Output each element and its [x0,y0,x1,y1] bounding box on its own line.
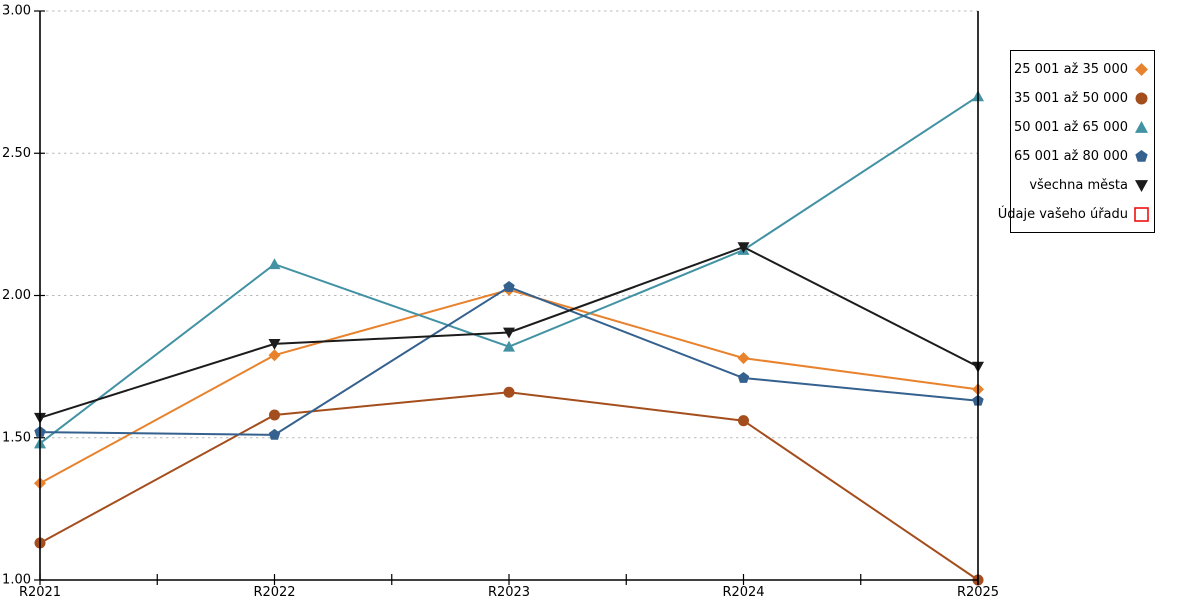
legend-item: 35 001 až 50 000 [1013,84,1149,113]
data-point-marker [737,415,750,427]
data-point-marker [268,428,281,440]
data-point-marker [503,327,515,339]
triangle-up-icon [1135,120,1148,133]
legend-item: Údaje vašeho úřadu [998,200,1149,229]
data-point-marker [503,386,515,398]
legend-item: 65 001 až 80 000 [1013,142,1149,171]
y-tick-label: 1.50 [2,430,31,445]
chart-legend: 25 001 až 35 000 35 001 až 50 000 50 001 a… [998,50,1155,233]
data-point-marker [503,340,515,352]
series-line [39,285,979,436]
legend-label: 65 001 až 80 000 [1013,148,1128,164]
square-open-icon [1134,206,1149,222]
y-tick-label: 2.00 [2,288,31,303]
legend-label: 25 001 až 35 000 [1013,61,1128,77]
triangle-down-icon-shape [1135,179,1148,192]
legend-label: všechna města [1029,177,1128,193]
legend-label: 50 001 až 65 000 [1013,119,1128,135]
circle-icon [1135,92,1148,104]
series-3 [34,280,984,440]
triangle-down-icon [1135,179,1148,192]
y-axis: 1.00 1.50 2.00 2.50 3.00 [2,4,45,588]
data-point-marker [268,338,281,350]
y-tick-label: 1.00 [2,573,31,588]
data-point-marker [268,349,281,362]
gridlines [40,10,978,439]
circle-icon-shape [1135,92,1148,104]
data-point-marker [737,352,750,365]
series-line [39,391,979,581]
y-tick-label: 2.50 [2,146,31,161]
legend-item: 25 001 až 35 000 [1013,55,1149,84]
legend-label: 35 001 až 50 000 [1013,90,1128,106]
triangle-up-icon-shape [1135,120,1148,133]
data-point-marker [737,372,750,383]
data-point-marker [737,242,750,254]
x-tick-label: R2023 [488,585,530,600]
x-tick-label: R2024 [722,585,764,600]
axes [39,11,979,585]
x-tick-label: R2022 [253,585,295,600]
y-tick-label: 3.00 [2,4,31,19]
data-point-marker [503,280,515,292]
square-open-icon-shape [1134,206,1149,222]
legend-label: Údaje vašeho úřadu [997,206,1128,222]
legend-item: 50 001 až 65 000 [1013,113,1149,142]
pentagon-icon [1135,149,1148,162]
x-tick-label: R2021 [19,585,61,600]
diamond-icon [1135,62,1148,76]
data-point-marker [268,258,281,270]
x-tick-label: R2025 [957,585,999,600]
x-axis: R2021 R2022 R2023 R2024 R2025 [19,574,999,600]
diamond-icon-shape [1135,62,1148,76]
series-1 [34,386,984,586]
pentagon-icon-shape [1135,149,1148,162]
data-point-marker [268,409,281,421]
legend-item: všechna města [1015,171,1149,200]
